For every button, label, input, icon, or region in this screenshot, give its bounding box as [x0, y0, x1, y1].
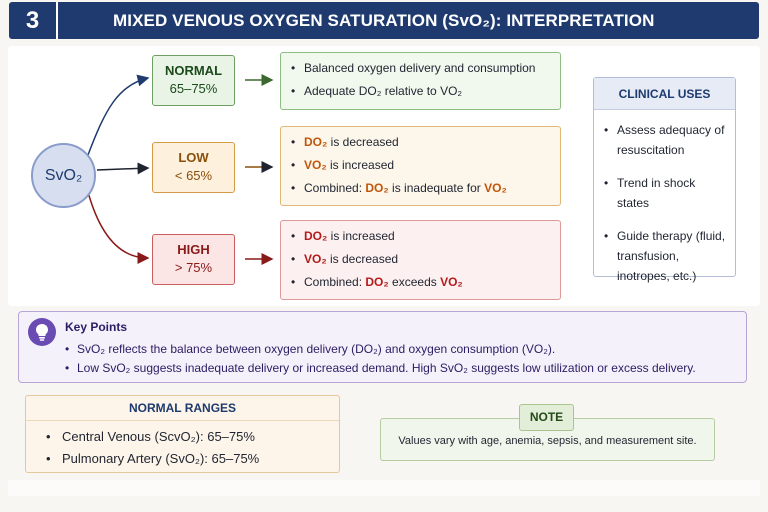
state-high-box: HIGH > 75%	[152, 234, 235, 285]
footer-band	[8, 480, 760, 496]
do2-term: DO₂	[304, 229, 328, 243]
state-low-range: < 65%	[174, 168, 213, 183]
low-desc-item: VO₂ is increased	[290, 157, 560, 180]
note-text: Values vary with age, anemia, sepsis, an…	[398, 435, 697, 447]
high-desc-text: is increased	[327, 229, 395, 243]
high-desc-text: is decreased	[326, 252, 399, 266]
normal-desc-item: Balanced oxygen delivery and consumption	[290, 60, 560, 83]
clinical-use-item: Trend in shock states	[604, 173, 729, 213]
key-points-title: Key Points	[65, 320, 128, 334]
state-normal-name: NORMAL	[164, 63, 223, 78]
key-point-item: SvO₂ reflects the balance between oxygen…	[65, 340, 696, 359]
low-desc-text: is decreased	[327, 135, 399, 149]
high-description-box: DO₂ is increased VO₂ is decreased Combin…	[280, 220, 561, 300]
state-normal-box: NORMAL 65–75%	[152, 55, 235, 106]
normal-ranges-title: NORMAL RANGES	[26, 396, 339, 421]
header-bar: 3 MIXED VENOUS OXYGEN SATURATION (SvO₂):…	[9, 2, 759, 39]
normal-range-item: Central Venous (ScvO₂): 65–75%	[46, 426, 339, 448]
svo2-node-label: SvO₂	[44, 166, 83, 184]
state-normal-range: 65–75%	[169, 81, 218, 96]
vo2-term: VO₂	[440, 275, 463, 289]
high-desc-item: Combined: DO₂ exceeds VO₂	[290, 274, 560, 297]
do2-term: DO₂	[365, 275, 389, 289]
clinical-use-item: Guide therapy (fluid, transfusion, inotr…	[604, 226, 729, 286]
high-desc-text: exceeds	[388, 275, 441, 289]
low-desc-text: Combined:	[304, 181, 366, 195]
page-title: MIXED VENOUS OXYGEN SATURATION (SvO₂): I…	[113, 11, 655, 30]
section-number: 3	[9, 2, 58, 39]
low-desc-item: DO₂ is decreased	[290, 134, 560, 157]
svo2-node: SvO₂	[31, 143, 96, 208]
vo2-term: VO₂	[484, 181, 507, 195]
normal-desc-item: Adequate DO₂ relative to VO₂	[290, 83, 560, 106]
low-desc-text: is increased	[326, 158, 395, 172]
low-description-box: DO₂ is decreased VO₂ is increased Combin…	[280, 126, 561, 206]
lightbulb-icon	[28, 318, 56, 346]
high-desc-item: DO₂ is increased	[290, 228, 560, 251]
low-desc-text: is inadequate for	[388, 181, 485, 195]
state-low-box: LOW < 65%	[152, 142, 235, 193]
vo2-term: VO₂	[304, 158, 327, 172]
clinical-uses-title: CLINICAL USES	[594, 78, 735, 110]
key-point-item: Low SvO₂ suggests inadequate delivery or…	[65, 359, 696, 378]
high-desc-item: VO₂ is decreased	[290, 251, 560, 274]
state-high-range: > 75%	[174, 260, 213, 275]
state-high-name: HIGH	[177, 242, 210, 257]
key-points-box: Key Points SvO₂ reflects the balance bet…	[18, 311, 747, 383]
low-desc-item: Combined: DO₂ is inadequate for VO₂	[290, 180, 560, 203]
clinical-use-item: Assess adequacy of resuscitation	[604, 120, 729, 160]
normal-description-box: Balanced oxygen delivery and consumption…	[280, 52, 561, 110]
do2-term: DO₂	[304, 135, 328, 149]
normal-ranges-box: NORMAL RANGES Central Venous (ScvO₂): 65…	[25, 395, 340, 473]
high-desc-text: Combined:	[304, 275, 366, 289]
do2-term: DO₂	[365, 181, 389, 195]
normal-range-item: Pulmonary Artery (SvO₂): 65–75%	[46, 448, 339, 470]
vo2-term: VO₂	[304, 252, 327, 266]
state-low-name: LOW	[178, 150, 209, 165]
note-title: NOTE	[519, 404, 574, 431]
clinical-uses-panel: CLINICAL USES Assess adequacy of resusci…	[593, 77, 736, 283]
